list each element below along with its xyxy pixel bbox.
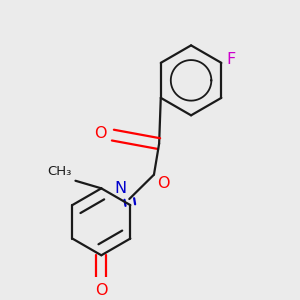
Text: N: N [114, 181, 126, 196]
Text: O: O [158, 176, 170, 191]
Text: O: O [94, 126, 106, 141]
Text: F: F [227, 52, 236, 67]
Text: CH₃: CH₃ [47, 165, 72, 178]
Text: O: O [95, 283, 108, 298]
